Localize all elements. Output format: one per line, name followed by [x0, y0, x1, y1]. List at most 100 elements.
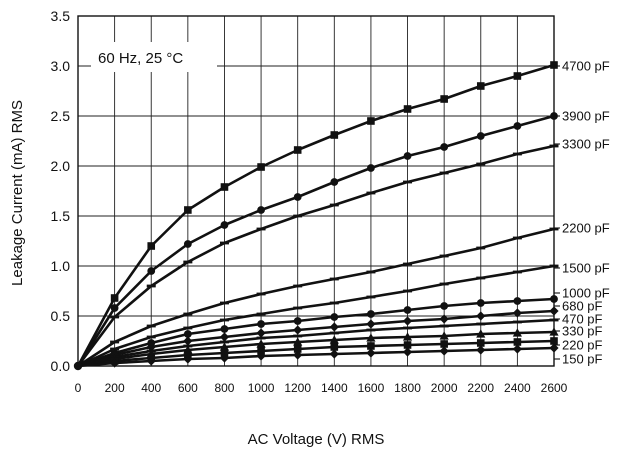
data-point	[183, 354, 193, 364]
data-point	[513, 297, 522, 305]
data-point	[256, 227, 266, 231]
x-tick-label: 200	[105, 381, 125, 395]
data-point	[439, 254, 449, 258]
data-point	[512, 344, 522, 354]
data-point	[183, 336, 193, 346]
data-point	[476, 299, 485, 307]
series-line	[76, 63, 555, 367]
data-point	[146, 335, 156, 339]
data-point	[366, 191, 376, 195]
x-tick-label: 800	[214, 381, 234, 395]
data-point	[403, 306, 412, 314]
x-tick-label: 1400	[321, 381, 348, 395]
data-point	[183, 326, 193, 330]
data-point	[183, 260, 193, 264]
axis-ticks: 0 200 400 600 800 1000 1200 1400 1600 1800 2000 220…	[51, 8, 568, 395]
data-point	[476, 162, 486, 166]
series-line	[77, 330, 555, 368]
data-point	[549, 318, 559, 322]
data-point	[402, 332, 413, 341]
y-tick-label: 3.5	[51, 8, 71, 24]
origin-point	[73, 361, 83, 371]
x-tick-label: 0	[75, 381, 82, 395]
data-point	[366, 270, 376, 274]
data-point	[293, 334, 303, 338]
data-point	[366, 319, 376, 329]
data-point	[440, 340, 448, 348]
series-label: 3900 pF	[562, 109, 610, 124]
data-point	[257, 163, 265, 171]
series-markers	[73, 61, 559, 371]
x-tick-label: 1000	[248, 381, 275, 395]
data-point	[439, 171, 449, 175]
data-point	[220, 221, 229, 229]
data-point	[330, 343, 339, 351]
data-point	[256, 328, 266, 338]
series-line	[77, 318, 555, 368]
data-point	[329, 203, 339, 207]
data-point	[184, 206, 192, 214]
series-label: 2200 pF	[562, 221, 610, 236]
data-point	[293, 345, 302, 353]
data-point	[512, 308, 522, 318]
x-tick-label: 1800	[394, 381, 421, 395]
data-point	[367, 164, 375, 172]
data-point	[402, 316, 413, 326]
series-line	[77, 346, 555, 368]
data-point	[476, 276, 486, 280]
data-point	[146, 284, 156, 288]
data-point	[293, 284, 303, 288]
annotation-box: 60 Hz, 25 °C	[91, 42, 217, 72]
data-point	[367, 342, 375, 350]
series-labels: 4700 pF 3900 pF 3300 pF 2200 pF 1500 pF 1000 …	[554, 59, 610, 367]
data-point	[476, 339, 485, 347]
data-point	[256, 351, 266, 361]
x-tick-label: 400	[141, 381, 161, 395]
data-point	[512, 328, 522, 337]
data-point	[366, 333, 376, 342]
series-label: 150 pF	[562, 352, 603, 367]
data-point	[110, 304, 119, 312]
data-point	[183, 240, 192, 248]
x-tick-label: 1600	[358, 381, 385, 395]
data-point	[256, 312, 266, 316]
data-point	[219, 332, 230, 342]
data-point	[403, 289, 413, 293]
annotation-text: 60 Hz, 25 °C	[98, 50, 183, 67]
y-tick-label: 1.0	[51, 258, 71, 274]
x-tick-label: 2600	[541, 381, 568, 395]
data-point	[219, 340, 229, 344]
data-point	[512, 270, 522, 274]
data-point	[476, 82, 485, 90]
data-point	[146, 356, 156, 366]
x-tick-label: 2200	[467, 381, 494, 395]
data-point	[549, 144, 559, 148]
y-axis-title: Leakage Current (mA) RMS	[9, 100, 26, 286]
data-point	[476, 345, 486, 355]
data-point	[403, 152, 412, 160]
y-tick-label: 1.5	[51, 208, 71, 224]
data-point	[403, 341, 412, 349]
data-point	[329, 277, 339, 281]
y-tick-label: 0.0	[51, 358, 71, 374]
series-label: 1500 pF	[562, 261, 610, 276]
data-point	[329, 301, 339, 305]
x-tick-label: 600	[178, 381, 198, 395]
data-point	[220, 349, 229, 357]
data-point	[549, 264, 559, 268]
data-point	[293, 214, 303, 218]
data-point	[329, 322, 339, 332]
x-tick-label: 1200	[284, 381, 311, 395]
data-point	[110, 347, 120, 351]
data-point	[110, 358, 120, 368]
data-point	[403, 326, 413, 330]
data-point	[367, 310, 375, 318]
data-point	[549, 227, 559, 231]
data-point	[550, 295, 558, 303]
data-point	[110, 340, 120, 344]
data-point	[550, 61, 558, 69]
data-point	[476, 246, 486, 250]
plot-frame	[77, 15, 555, 367]
data-point	[476, 311, 486, 321]
data-point	[330, 131, 339, 139]
